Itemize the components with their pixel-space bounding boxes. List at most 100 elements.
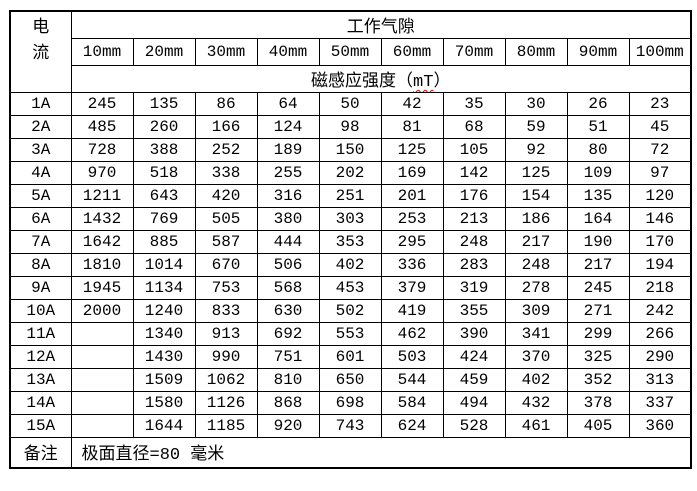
flux-value-cell: 72 xyxy=(628,138,692,162)
flux-value-cell: 166 xyxy=(194,115,258,139)
flux-value-cell: 920 xyxy=(256,414,320,438)
flux-value-cell: 169 xyxy=(380,161,444,185)
flux-value-cell: 692 xyxy=(256,322,320,346)
flux-value-cell: 360 xyxy=(628,414,692,438)
flux-value-cell: 402 xyxy=(504,368,568,392)
flux-value-cell: 213 xyxy=(442,207,506,231)
flux-value-cell: 424 xyxy=(442,345,506,369)
current-row-header: 4A xyxy=(9,161,72,185)
flux-value-cell: 154 xyxy=(504,184,568,208)
flux-value-cell: 568 xyxy=(256,276,320,300)
flux-value-cell: 98 xyxy=(318,115,382,139)
flux-value-cell: 1062 xyxy=(194,368,258,392)
flux-unit-header: 磁感应强度（mT） xyxy=(70,65,692,93)
flux-value-cell: 51 xyxy=(566,115,630,139)
flux-value-cell: 379 xyxy=(380,276,444,300)
flux-value-cell: 587 xyxy=(194,230,258,254)
flux-value-cell: 251 xyxy=(318,184,382,208)
flux-value-cell: 601 xyxy=(318,345,382,369)
flux-value-cell: 68 xyxy=(442,115,506,139)
flux-value-cell: 23 xyxy=(628,92,692,116)
flux-value-cell: 170 xyxy=(628,230,692,254)
flux-value-cell: 186 xyxy=(504,207,568,231)
flux-value-cell: 630 xyxy=(256,299,320,323)
flux-value-cell: 295 xyxy=(380,230,444,254)
flux-value-cell: 1642 xyxy=(70,230,134,254)
table-row: 8A 1810 1014 670 506 402 336 283 248 217 194 xyxy=(9,253,692,277)
current-row-header: 8A xyxy=(9,253,72,277)
flux-value-cell: 370 xyxy=(504,345,568,369)
gap-column-header: 60mm xyxy=(380,38,444,66)
flux-value-cell: 494 xyxy=(442,391,506,415)
flux-value-cell: 248 xyxy=(442,230,506,254)
flux-value-cell: 26 xyxy=(566,92,630,116)
flux-value-cell: 283 xyxy=(442,253,506,277)
flux-value-cell: 1014 xyxy=(132,253,196,277)
table-row: 5A 1211 643 420 316 251 201 176 154 135 120 xyxy=(9,184,692,208)
table-row: 15A 1644 1185 920 743 624 528 461 405 360 xyxy=(9,414,692,438)
flux-value-cell: 194 xyxy=(628,253,692,277)
current-row-header: 13A xyxy=(9,368,72,392)
flux-value-cell: 990 xyxy=(194,345,258,369)
gap-column-header: 100mm xyxy=(628,38,692,66)
flux-value-cell: 885 xyxy=(132,230,196,254)
gap-column-header: 50mm xyxy=(318,38,382,66)
flux-value-cell: 1945 xyxy=(70,276,134,300)
flux-value-cell: 319 xyxy=(442,276,506,300)
flux-value-cell: 80 xyxy=(566,138,630,162)
current-column-header: 电流 xyxy=(9,10,72,93)
flux-value-cell: 518 xyxy=(132,161,196,185)
flux-value-cell: 217 xyxy=(504,230,568,254)
gap-columns-header-row: 10mm 20mm 30mm 40mm 50mm 60mm 70mm 80mm 90mm 100m… xyxy=(10,38,692,66)
flux-value-cell: 245 xyxy=(566,276,630,300)
flux-value-cell: 650 xyxy=(318,368,382,392)
flux-value-cell: 1644 xyxy=(132,414,196,438)
flux-value-cell: 164 xyxy=(566,207,630,231)
remark-label: 备注 xyxy=(9,437,72,468)
flux-value-cell: 553 xyxy=(318,322,382,346)
flux-value-cell: 338 xyxy=(194,161,258,185)
current-row-header: 14A xyxy=(9,391,72,415)
flux-value-cell: 1430 xyxy=(132,345,196,369)
table-row: 2A 485 260 166 124 98 81 68 59 51 45 xyxy=(9,115,692,139)
flux-value-cell: 42 xyxy=(380,92,444,116)
flux-value-cell: 50 xyxy=(318,92,382,116)
current-row-header: 7A xyxy=(9,230,72,254)
flux-value-cell: 271 xyxy=(566,299,630,323)
flux-value-cell: 105 xyxy=(442,138,506,162)
flux-value-cell: 266 xyxy=(628,322,692,346)
flux-value-cell: 64 xyxy=(256,92,320,116)
flux-value-cell: 751 xyxy=(256,345,320,369)
current-row-header: 9A xyxy=(9,276,72,300)
table-row: 10A 2000 1240 833 630 502 419 355 309 271 242 xyxy=(9,299,692,323)
flux-value-cell: 325 xyxy=(566,345,630,369)
flux-value-cell: 506 xyxy=(256,253,320,277)
flux-value-cell: 1432 xyxy=(70,207,134,231)
flux-value-cell: 309 xyxy=(504,299,568,323)
flux-value-cell: 45 xyxy=(628,115,692,139)
table-row: 4A 970 518 338 255 202 169 142 125 109 97 xyxy=(9,161,692,185)
flux-value-cell: 528 xyxy=(442,414,506,438)
flux-value-cell: 202 xyxy=(318,161,382,185)
flux-value-cell: 388 xyxy=(132,138,196,162)
flux-value-cell: 643 xyxy=(132,184,196,208)
flux-value-cell xyxy=(70,368,134,392)
flux-value-cell: 1126 xyxy=(194,391,258,415)
flux-density-table: 电流 工作气隙 10mm 20mm 30mm 40mm 50mm 60mm 70mm 80mm… xyxy=(9,10,692,469)
current-row-header: 10A xyxy=(9,299,72,323)
flux-value-cell: 120 xyxy=(628,184,692,208)
flux-value-cell: 176 xyxy=(442,184,506,208)
flux-value-cell: 698 xyxy=(318,391,382,415)
flux-value-cell: 913 xyxy=(194,322,258,346)
current-row-header: 11A xyxy=(9,322,72,346)
flux-value-cell: 337 xyxy=(628,391,692,415)
flux-value-cell: 242 xyxy=(628,299,692,323)
flux-value-cell: 109 xyxy=(566,161,630,185)
flux-value-cell: 135 xyxy=(132,92,196,116)
flux-value-cell: 810 xyxy=(256,368,320,392)
flux-value-cell: 378 xyxy=(566,391,630,415)
flux-value-cell: 544 xyxy=(380,368,444,392)
air-gap-group-header: 工作气隙 xyxy=(70,10,692,39)
flux-value-cell: 352 xyxy=(566,368,630,392)
current-row-header: 6A xyxy=(9,207,72,231)
